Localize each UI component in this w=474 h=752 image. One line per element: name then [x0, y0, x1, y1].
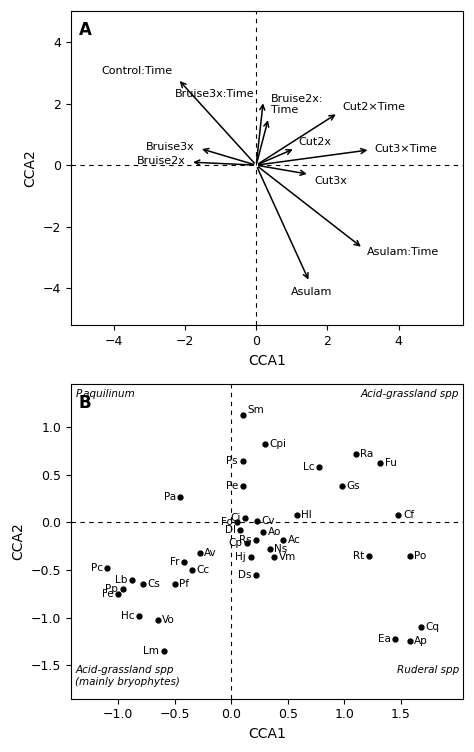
- Text: Cpi: Cpi: [270, 439, 287, 450]
- Text: Av: Av: [204, 548, 217, 558]
- Text: Pa: Pa: [164, 492, 176, 502]
- Text: Ac: Ac: [288, 535, 301, 544]
- Text: Asulam:Time: Asulam:Time: [367, 247, 439, 257]
- Text: Pf: Pf: [179, 579, 189, 590]
- Text: Lb: Lb: [115, 575, 128, 584]
- Text: A: A: [79, 20, 91, 38]
- Text: Cp: Cp: [228, 538, 243, 548]
- Text: Ci: Ci: [230, 513, 240, 523]
- Text: Hc: Hc: [121, 611, 134, 620]
- Text: Fr: Fr: [170, 557, 179, 568]
- Text: Lm: Lm: [143, 646, 159, 656]
- Text: B: B: [79, 394, 91, 412]
- Text: Cs: Cs: [148, 579, 161, 590]
- Text: Ao: Ao: [267, 527, 281, 537]
- Text: Pp: Pp: [105, 584, 118, 594]
- Text: Bruise3x:Time: Bruise3x:Time: [175, 89, 255, 99]
- Text: Bruise3x: Bruise3x: [146, 142, 195, 153]
- Text: P.aquilinum: P.aquilinum: [75, 389, 135, 399]
- Text: Cv: Cv: [262, 516, 275, 526]
- Text: Fo: Fo: [220, 517, 232, 527]
- Text: Ruderal spp: Ruderal spp: [397, 666, 459, 675]
- Text: Cf: Cf: [403, 510, 414, 520]
- Text: Po: Po: [414, 550, 427, 561]
- X-axis label: CCA1: CCA1: [248, 727, 286, 741]
- Text: Asulam: Asulam: [291, 287, 332, 297]
- Text: Ea: Ea: [378, 634, 391, 644]
- Text: Hl: Hl: [301, 510, 312, 520]
- Text: Vm: Vm: [279, 552, 296, 562]
- Text: Fe: Fe: [102, 589, 114, 599]
- Text: Hj: Hj: [235, 552, 246, 562]
- Text: Cut3×Time: Cut3×Time: [374, 144, 438, 154]
- Text: Cut2×Time: Cut2×Time: [342, 102, 405, 112]
- X-axis label: CCA1: CCA1: [248, 353, 286, 368]
- Text: Ds: Ds: [238, 570, 252, 580]
- Text: Bruise2x:
Time: Bruise2x: Time: [271, 94, 324, 115]
- Text: Vo: Vo: [163, 614, 175, 625]
- Y-axis label: CCA2: CCA2: [23, 150, 37, 187]
- Text: Ra: Ra: [360, 449, 374, 459]
- Text: Rs: Rs: [239, 535, 252, 544]
- Text: Ap: Ap: [414, 636, 428, 647]
- Y-axis label: CCA2: CCA2: [11, 523, 25, 560]
- Text: Control:Time: Control:Time: [101, 66, 173, 76]
- Text: Acid-grassland spp
(mainly bryophytes): Acid-grassland spp (mainly bryophytes): [75, 666, 180, 687]
- Text: Lc: Lc: [303, 462, 315, 472]
- Text: Cut3x: Cut3x: [314, 176, 347, 186]
- Text: Rt: Rt: [353, 550, 365, 561]
- Text: Gs: Gs: [346, 481, 360, 491]
- Text: Dl: Dl: [225, 525, 236, 535]
- Text: Pe: Pe: [226, 481, 238, 491]
- Text: Cq: Cq: [426, 622, 439, 632]
- Text: Cc: Cc: [196, 565, 210, 575]
- Text: Ps: Ps: [227, 456, 238, 465]
- Text: Bruise2x: Bruise2x: [137, 156, 186, 166]
- Text: Cut2x: Cut2x: [298, 137, 331, 147]
- Text: Sm: Sm: [247, 405, 264, 415]
- Text: Ns: Ns: [274, 544, 288, 554]
- Text: Pc: Pc: [91, 563, 102, 573]
- Text: Fu: Fu: [385, 459, 397, 468]
- Text: Acid-grassland spp: Acid-grassland spp: [361, 389, 459, 399]
